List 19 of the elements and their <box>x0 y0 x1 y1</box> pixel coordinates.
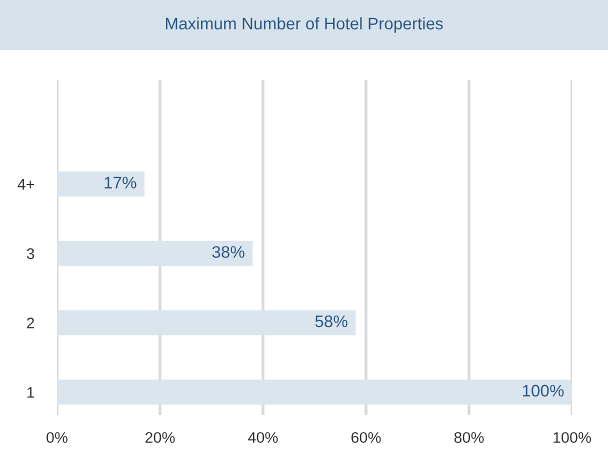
y-tick-label: 1 <box>27 387 34 398</box>
data-label: 58% <box>315 315 348 328</box>
y-tick-label: 4+ <box>18 179 34 190</box>
x-tick-label: 60% <box>351 432 381 443</box>
data-label: 100% <box>522 384 564 397</box>
x-tick-label: 20% <box>145 432 175 443</box>
x-tick-label: 40% <box>248 432 278 443</box>
data-label: 38% <box>212 246 244 258</box>
bar <box>57 172 145 197</box>
bar <box>57 310 356 336</box>
y-tick-label: 2 <box>27 318 34 328</box>
bar <box>57 380 572 405</box>
bar <box>57 240 253 266</box>
y-tick-label: 3 <box>26 248 34 260</box>
data-label: 17% <box>104 176 136 188</box>
chart-title: Maximum Number of Hotel Properties <box>166 17 443 33</box>
x-tick-label: 0% <box>46 432 68 443</box>
x-tick-label: 100% <box>554 432 591 443</box>
x-tick-label: 80% <box>454 432 484 443</box>
